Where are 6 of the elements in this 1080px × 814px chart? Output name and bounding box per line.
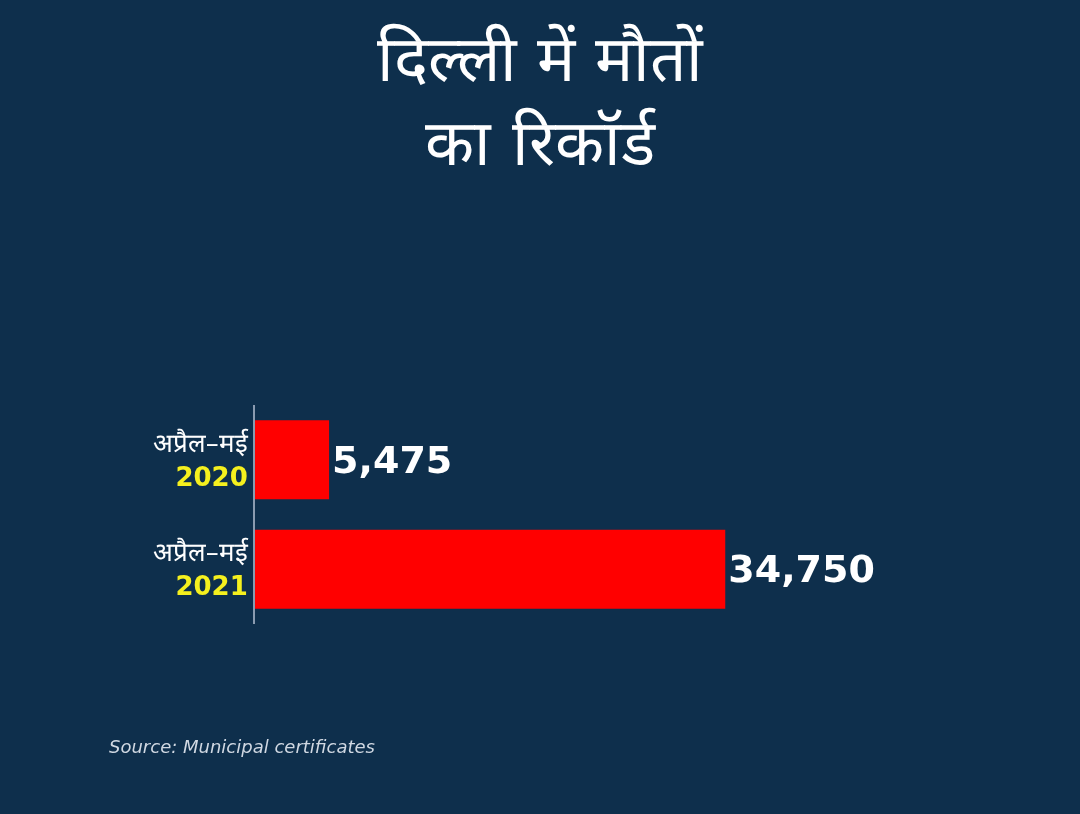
y-tick-label: अप्रैल–मई 2021	[152, 537, 249, 602]
source-note: Source: Municipal certificates	[109, 736, 375, 757]
y-tick-label: अप्रैल–मई 2020	[152, 427, 249, 492]
chart-title: दिल्ली में मौतों का रिकॉर्ड	[376, 22, 705, 180]
data-label: 5,475	[332, 437, 453, 482]
data-label: 34,750	[728, 547, 875, 592]
